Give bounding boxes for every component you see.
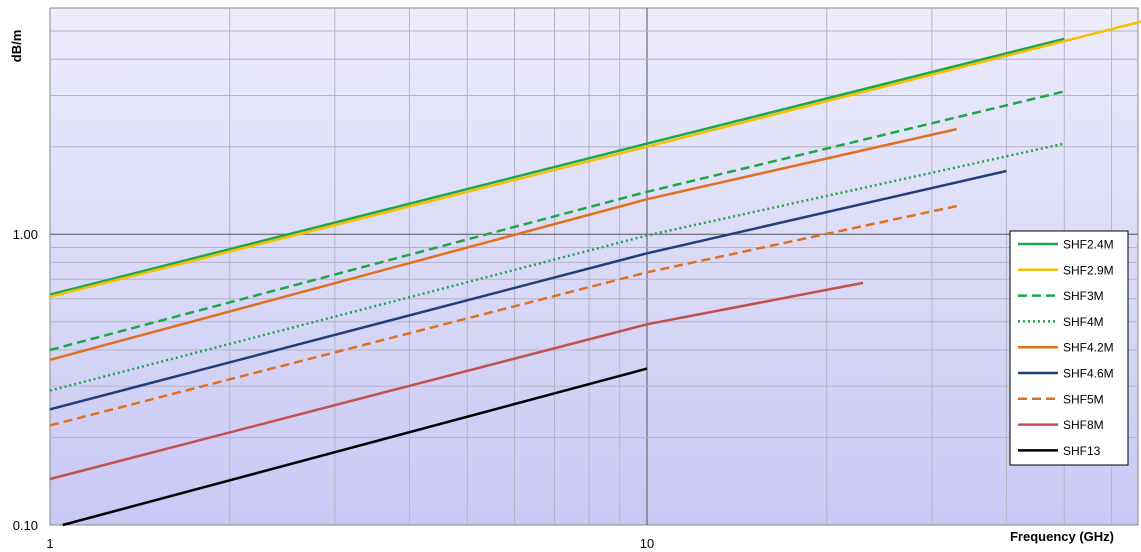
legend-label: SHF4.6M xyxy=(1063,367,1114,381)
series-line-shf3m xyxy=(49,90,1065,352)
series-line-shf5m xyxy=(49,204,957,427)
series-line-shf8m xyxy=(49,281,864,481)
series-layer xyxy=(49,20,1141,527)
series-line-shf4m xyxy=(49,142,1065,392)
legend-label: SHF13 xyxy=(1063,444,1101,458)
legend-label: SHF8M xyxy=(1063,418,1104,432)
legend: SHF2.4M SHF2.9M SHF3M SHF4M SHF4.2M SHF4.6M SH… xyxy=(1009,230,1129,466)
x-axis-title: Frequency (GHz) xyxy=(1010,529,1114,544)
legend-label: SHF2.4M xyxy=(1063,238,1114,252)
y-axis-title: dB/m xyxy=(9,30,24,63)
x-tick-label: 10 xyxy=(640,536,654,551)
y-tick-label: 0.10 xyxy=(13,518,38,533)
legend-label: SHF2.9M xyxy=(1063,263,1114,277)
series-line-shf4-6m xyxy=(49,169,1007,411)
legend-label: SHF4.2M xyxy=(1063,341,1114,355)
legend-label: SHF4M xyxy=(1063,315,1104,329)
legend-label: SHF5M xyxy=(1063,392,1104,406)
y-tick-label: 1.00 xyxy=(13,227,38,242)
series-line-shf4-2m xyxy=(49,127,957,362)
series-line-shf2-4m xyxy=(49,37,1065,296)
gridlines xyxy=(50,8,1138,525)
x-tick-label: 1 xyxy=(46,536,53,551)
tick-labels: 1 10 0.10 1.00 xyxy=(13,227,655,551)
series-line-shf2-9m xyxy=(49,20,1141,298)
legend-label: SHF3M xyxy=(1063,289,1104,303)
series-line-shf13 xyxy=(62,367,648,527)
